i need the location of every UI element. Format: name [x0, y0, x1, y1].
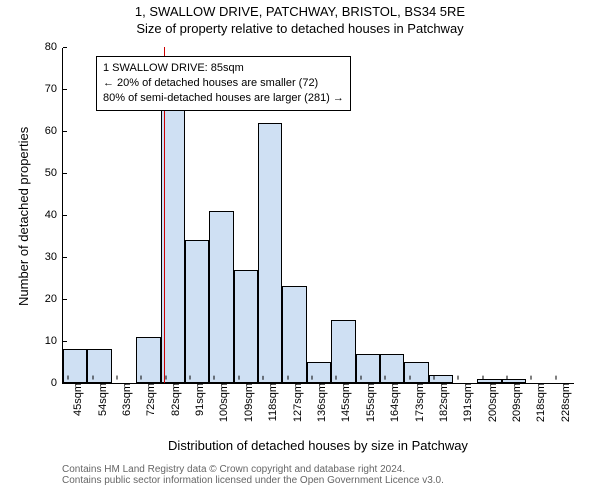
footer-line-2: Contains public sector information licen…: [62, 475, 444, 486]
x-tick: 109sqm: [237, 383, 255, 422]
y-tick: 80: [45, 41, 63, 53]
y-tick: 30: [45, 251, 63, 263]
histogram-bar: [258, 123, 282, 383]
y-axis-label: Number of detached properties: [16, 127, 31, 306]
x-tick: 155sqm: [359, 383, 377, 422]
histogram-bar: [356, 354, 380, 383]
histogram-bar: [209, 211, 233, 383]
x-tick: 164sqm: [383, 383, 401, 422]
y-tick: 0: [51, 377, 63, 389]
y-tick: 50: [45, 167, 63, 179]
x-tick: 228sqm: [554, 383, 572, 422]
y-tick: 20: [45, 293, 63, 305]
x-tick: 191sqm: [456, 383, 474, 422]
x-axis-label: Distribution of detached houses by size …: [62, 438, 574, 453]
histogram-bar: [87, 349, 111, 383]
footer: Contains HM Land Registry data © Crown c…: [62, 464, 444, 486]
y-tick: 70: [45, 83, 63, 95]
x-tick: 118sqm: [261, 383, 279, 421]
x-tick: 200sqm: [481, 383, 499, 422]
annotation-line-3: 80% of semi-detached houses are larger (…: [103, 91, 344, 106]
footer-line-1: Contains HM Land Registry data © Crown c…: [62, 464, 444, 475]
histogram-bar: [282, 286, 306, 383]
x-tick: 54sqm: [91, 383, 109, 416]
annotation-box: 1 SWALLOW DRIVE: 85sqm ← 20% of detached…: [96, 56, 351, 111]
title-line-1: 1, SWALLOW DRIVE, PATCHWAY, BRISTOL, BS3…: [0, 4, 600, 19]
x-tick: 182sqm: [432, 383, 450, 422]
histogram-bar: [234, 270, 258, 383]
histogram-bar: [331, 320, 355, 383]
annotation-line-2: ← 20% of detached houses are smaller (72…: [103, 76, 344, 91]
histogram-bar: [307, 362, 331, 383]
histogram-bar: [429, 375, 453, 383]
x-tick: 127sqm: [286, 383, 304, 422]
titles: 1, SWALLOW DRIVE, PATCHWAY, BRISTOL, BS3…: [0, 4, 600, 36]
x-tick: 145sqm: [334, 383, 352, 422]
x-tick: 209sqm: [505, 383, 523, 422]
x-tick: 91sqm: [188, 383, 206, 416]
title-line-2: Size of property relative to detached ho…: [0, 21, 600, 36]
x-tick: 63sqm: [115, 383, 133, 416]
x-tick: 82sqm: [164, 383, 182, 416]
x-tick: 218sqm: [529, 383, 547, 422]
histogram-bar: [404, 362, 428, 383]
x-tick: 173sqm: [408, 383, 426, 422]
y-tick: 40: [45, 209, 63, 221]
x-tick: 45sqm: [66, 383, 84, 416]
histogram-bar: [185, 240, 209, 383]
y-tick: 10: [45, 335, 63, 347]
x-tick: 100sqm: [212, 383, 230, 422]
chart-container: 1, SWALLOW DRIVE, PATCHWAY, BRISTOL, BS3…: [0, 0, 600, 500]
x-tick: 72sqm: [139, 383, 157, 416]
x-tick: 136sqm: [310, 383, 328, 422]
y-tick: 60: [45, 125, 63, 137]
annotation-line-1: 1 SWALLOW DRIVE: 85sqm: [103, 61, 344, 76]
